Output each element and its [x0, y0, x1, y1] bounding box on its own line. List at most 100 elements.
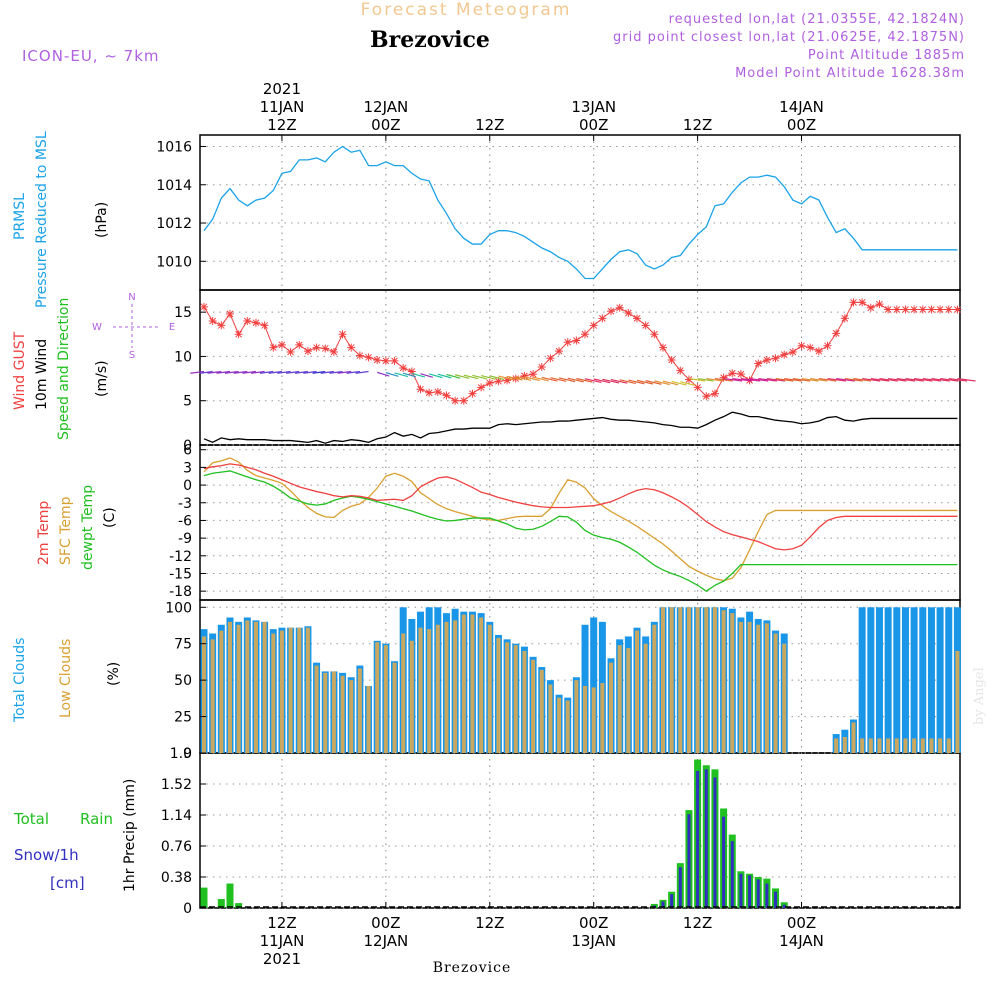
low-cloud-bar [331, 671, 336, 753]
low-cloud-bar [496, 637, 501, 753]
wind-arrow [312, 370, 326, 374]
gust-marker [338, 330, 347, 339]
low-cloud-bar [643, 643, 648, 753]
low-cloud-bar [253, 621, 258, 753]
y-tick-label: 10 [174, 349, 192, 365]
gust-marker [806, 343, 815, 352]
snow-bar [739, 873, 743, 908]
low-cloud-bar [427, 629, 432, 753]
low-cloud-bar [574, 680, 579, 753]
wind-arrow [671, 380, 687, 386]
model-altitude: Model Point Altitude 1628.38m [735, 66, 965, 81]
precip-label-rain: Rain [80, 810, 113, 828]
gust-marker [901, 305, 910, 314]
gust-marker [364, 353, 373, 362]
wind-arrow [251, 370, 265, 374]
gust-marker [892, 305, 901, 314]
temp-label-2: SFC Temp [58, 496, 74, 565]
gust-marker [615, 303, 624, 312]
y-tick-label: -6 [178, 513, 192, 529]
time-label-top: 13JAN [571, 98, 616, 116]
low-cloud-bar [357, 668, 362, 753]
wind-arrow [567, 377, 584, 383]
y-tick-label: -9 [178, 531, 192, 547]
y-tick-label: 0 [183, 746, 192, 762]
time-label-top: 11JAN [260, 98, 305, 116]
gust-marker [529, 370, 538, 379]
pressure-label-2: Pressure Reduced to MSL [34, 131, 50, 308]
wind-arrow [619, 379, 636, 385]
gust-marker [736, 370, 745, 379]
gust-marker [762, 355, 771, 364]
low-cloud-bar [539, 669, 544, 753]
low-cloud-bar [202, 636, 206, 753]
wind-arrow [286, 370, 300, 374]
y-tick-label: 75 [174, 637, 192, 653]
low-cloud-bar [721, 610, 726, 753]
gust-marker [200, 302, 208, 311]
y-tick-label: 1.52 [161, 777, 192, 793]
total-cloud-bar [945, 607, 953, 753]
wind-arrow [758, 377, 777, 382]
wind-arrow [190, 370, 205, 374]
wind-arrow [411, 372, 426, 378]
wind-arrow [437, 373, 452, 379]
low-cloud-bar [392, 662, 397, 753]
wind-arrow [233, 370, 248, 374]
gust-marker [910, 305, 919, 314]
time-label-top: 00Z [787, 116, 816, 134]
low-cloud-bar [444, 621, 449, 753]
gust-marker [485, 379, 494, 387]
wind-arrow [706, 377, 724, 382]
low-cloud-bar [236, 624, 241, 753]
snow-bar [713, 777, 717, 908]
low-cloud-bar [305, 627, 310, 753]
precip-bars [200, 759, 960, 908]
low-cloud-bar [227, 621, 232, 753]
low-cloud-bar [383, 645, 388, 753]
wind-speed-line [203, 411, 958, 444]
wind-arrow [844, 377, 863, 382]
wind-arrow [446, 373, 461, 379]
wind-arrow [463, 374, 479, 380]
low-cloud-bar [418, 627, 423, 753]
gust-marker [208, 317, 217, 325]
wind-arrow [242, 370, 257, 374]
compass-w: W [92, 322, 102, 333]
y-tick-label: 25 [174, 710, 192, 726]
gust-marker [425, 388, 434, 397]
panel-frame [199, 444, 961, 601]
low-cloud-bar [764, 623, 769, 753]
panel-frames [199, 134, 961, 909]
wind-label-3: Speed and Direction [56, 298, 72, 440]
wind-arrow [277, 370, 291, 374]
pressure-series [203, 145, 958, 280]
low-cloud-bar [652, 624, 657, 753]
snow-bar [661, 901, 665, 908]
y-tick-label: 1014 [156, 178, 192, 194]
wind-arrow [199, 370, 213, 374]
wind-arrow [784, 377, 802, 382]
low-cloud-bar [704, 607, 709, 753]
low-cloud-bar [409, 640, 414, 753]
wind-arrow [541, 376, 558, 382]
time-label-top: 12JAN [363, 98, 408, 116]
y-tick-label: -15 [169, 566, 192, 582]
low-cloud-bar [609, 662, 614, 753]
low-cloud-bar [730, 613, 735, 753]
total-cloud-bar [884, 607, 892, 753]
precip-unit: 1hr Precip (mm) [122, 779, 138, 892]
low-cloud-bar [297, 627, 302, 753]
low-cloud-bar [782, 643, 787, 753]
wind-arrow [896, 377, 916, 382]
gust-marker [633, 314, 641, 323]
y-tick-label: 15 [174, 305, 192, 321]
gust-marker [840, 314, 849, 323]
wind-arrow [602, 378, 620, 384]
low-cloud-bar [695, 607, 700, 753]
wind-series [190, 298, 976, 444]
wind-arrow [524, 376, 540, 382]
y-tick-label: 100 [165, 600, 192, 616]
wind-arrow [914, 377, 933, 382]
